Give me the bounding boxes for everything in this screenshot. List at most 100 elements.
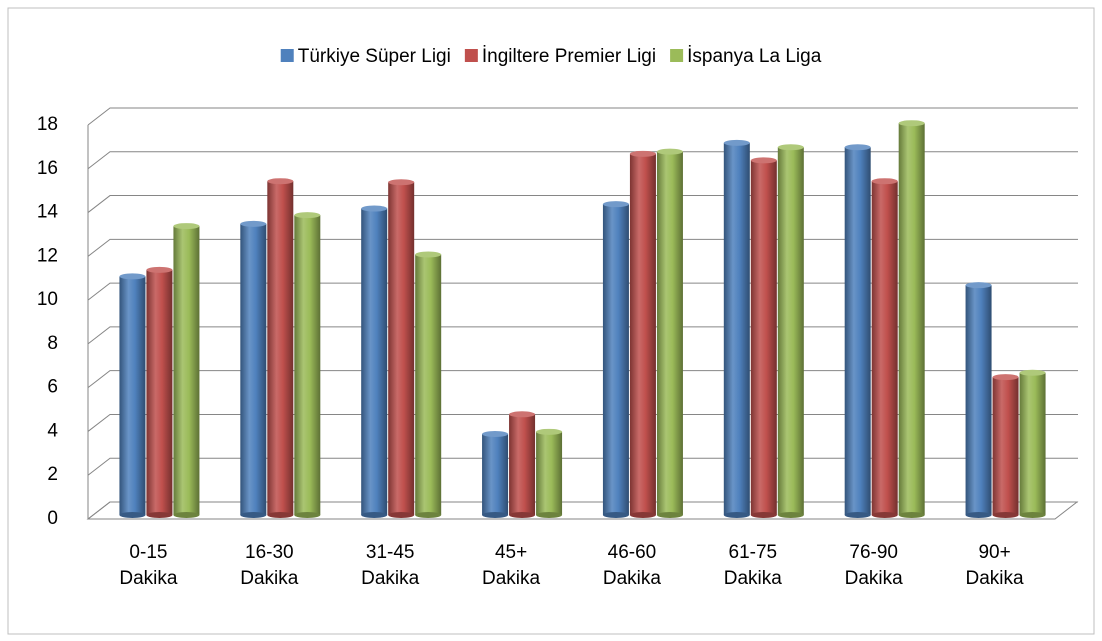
bar-body <box>844 147 871 515</box>
bar-base <box>750 512 777 518</box>
bar-body <box>509 414 536 515</box>
bar <box>965 282 992 518</box>
bar-base <box>777 512 804 518</box>
bar-base <box>602 512 629 518</box>
bar-base <box>119 512 146 518</box>
bar-base <box>1019 512 1046 518</box>
grid-line <box>87 107 1078 126</box>
bar-top <box>871 178 898 185</box>
bar-base <box>965 512 992 518</box>
bar-base <box>415 512 442 518</box>
legend-label: İspanya La Liga <box>687 46 822 67</box>
bar-base <box>482 512 509 518</box>
bar-body <box>536 431 563 515</box>
bar <box>146 266 173 518</box>
bar-base <box>844 512 871 518</box>
bar-top <box>602 201 629 208</box>
bar-top <box>1019 369 1046 376</box>
bar-body <box>898 123 925 515</box>
bar-base <box>388 512 415 518</box>
bar <box>482 431 509 518</box>
x-tick-label: 46-60 Dakika <box>602 542 661 589</box>
bar-body <box>361 208 388 516</box>
y-tick-label: 0 <box>47 508 58 529</box>
bar-base <box>723 512 750 518</box>
bar-body <box>415 254 442 515</box>
bar <box>294 212 321 518</box>
bar <box>871 178 898 518</box>
bar-body <box>777 147 804 515</box>
bar-body <box>965 285 992 515</box>
bar-top <box>119 273 146 280</box>
y-tick-label: 4 <box>47 420 58 441</box>
bar <box>602 201 629 518</box>
bar-body <box>482 434 509 515</box>
bar-base <box>509 512 536 518</box>
bar <box>173 223 200 518</box>
bar <box>119 273 146 518</box>
bar <box>361 205 388 518</box>
bar <box>629 150 656 518</box>
x-tick-label: 61-75 Dakika <box>723 542 782 589</box>
bar-top <box>965 282 992 289</box>
bar-top <box>294 212 321 219</box>
bar-base <box>992 512 1019 518</box>
bar-top <box>777 144 804 151</box>
legend-swatch <box>280 49 294 62</box>
bar <box>240 220 267 518</box>
bar-base <box>173 512 200 518</box>
bar-top <box>415 251 442 258</box>
bar-top <box>629 150 656 157</box>
bar <box>844 144 871 518</box>
y-tick-label: 14 <box>37 202 59 223</box>
bar-top <box>656 148 683 155</box>
bar-body <box>1019 372 1046 515</box>
bar-body <box>629 153 656 516</box>
bar-base <box>898 512 925 518</box>
bar <box>992 374 1019 518</box>
x-tick-label: 76-90 Dakika <box>844 542 903 589</box>
bar-body <box>871 181 898 515</box>
bar-base <box>536 512 563 518</box>
bar <box>898 120 925 518</box>
bar <box>388 179 415 518</box>
bar-base <box>629 512 656 518</box>
bar-top <box>898 120 925 127</box>
bar-top <box>240 220 267 227</box>
bar-body <box>240 223 267 515</box>
legend-swatch <box>670 49 684 62</box>
bar <box>267 178 294 518</box>
bar-base <box>240 512 267 518</box>
bar-top <box>750 157 777 164</box>
y-tick-label: 12 <box>37 245 58 266</box>
y-tick-label: 18 <box>37 114 58 135</box>
bar-top <box>536 428 563 435</box>
y-tick-label: 2 <box>47 464 58 485</box>
bar-body <box>723 142 750 515</box>
bar <box>536 428 563 518</box>
y-tick-label: 6 <box>47 377 58 398</box>
legend-swatch <box>464 49 478 62</box>
bar-top <box>146 266 173 273</box>
bar-body <box>146 269 173 515</box>
y-tick-label: 16 <box>37 158 58 179</box>
bar-base <box>361 512 388 518</box>
bar-top <box>388 179 415 186</box>
x-tick-label: 31-45 Dakika <box>361 542 420 589</box>
y-tick-label: 8 <box>47 333 58 354</box>
bar-body <box>992 377 1019 515</box>
bar-top <box>844 144 871 151</box>
y-tick-label: 10 <box>37 289 58 310</box>
bar-body <box>173 226 200 516</box>
bar-top <box>267 178 294 185</box>
legend-label: İngiltere Premier Ligi <box>482 46 656 67</box>
bar-top <box>361 205 388 212</box>
bar <box>509 411 536 518</box>
bar-base <box>294 512 321 518</box>
bar-top <box>482 431 509 438</box>
bar <box>723 139 750 518</box>
bar-top <box>723 139 750 146</box>
bar-body <box>267 181 294 515</box>
